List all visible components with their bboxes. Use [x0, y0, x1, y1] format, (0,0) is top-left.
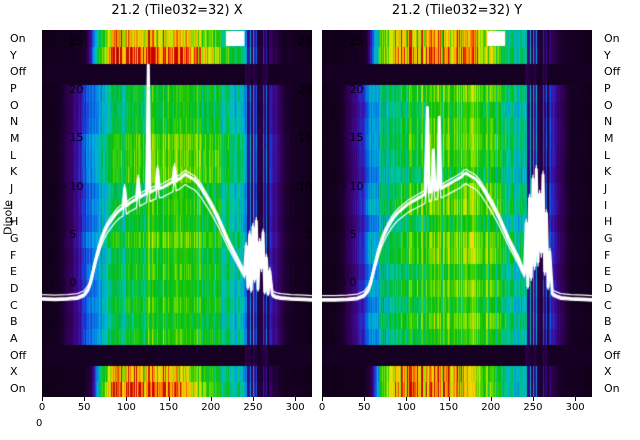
- row-label-right-f-13: F: [604, 248, 611, 262]
- heatmap-canvas-y: [322, 30, 592, 397]
- row-label-right-i-10: I: [604, 198, 608, 212]
- x-tickmark-1-1: [364, 397, 366, 401]
- between-tick-3: 10: [298, 179, 312, 193]
- row-label-right-n-5: N: [604, 115, 613, 129]
- x-tick-label-1-3: 150: [439, 402, 459, 413]
- row-label-left-h-11: H: [10, 215, 19, 229]
- x-tick-label-1-1: 50: [357, 402, 371, 413]
- x-tickmark-1-6: [575, 397, 577, 401]
- row-label-left-l-7: L: [10, 148, 17, 162]
- corner-tick-label: 0: [36, 418, 43, 429]
- x-tick-label-0-1: 50: [77, 402, 91, 413]
- x-tick-label-0-2: 100: [116, 402, 136, 413]
- x-tickmark-1-5: [532, 397, 534, 401]
- inner-tick-y-2: - 15: [342, 131, 364, 145]
- inner-tick-x-3: - 10: [62, 179, 84, 193]
- inner-tick-x-2: - 15: [62, 131, 84, 145]
- between-tick-4: 5: [305, 227, 312, 241]
- x-tick-label-0-5: 250: [243, 402, 263, 413]
- row-label-right-b-17: B: [604, 315, 612, 329]
- row-label-left-i-10: I: [10, 198, 14, 212]
- x-tickmark-0-3: [168, 397, 170, 401]
- row-label-left-o-4: O: [10, 98, 19, 112]
- heatmap-canvas-x: [42, 30, 312, 397]
- between-tick-0: 25: [298, 35, 312, 48]
- row-label-left-y-1: Y: [10, 48, 17, 62]
- x-tickmark-1-4: [490, 397, 492, 401]
- row-label-right-h-11: H: [604, 215, 613, 229]
- row-label-left-j-9: J: [10, 181, 14, 195]
- row-label-left-g-12: G: [10, 232, 19, 246]
- row-label-right-j-9: J: [604, 181, 608, 195]
- row-label-right-on-21: On: [604, 382, 620, 396]
- x-tickmark-1-2: [406, 397, 408, 401]
- row-label-right-m-6: M: [604, 131, 614, 145]
- x-tickmark-0-1: [84, 397, 86, 401]
- inner-tick-y-5: - 0: [342, 276, 357, 289]
- inner-tick-y-0: - 25: [342, 35, 364, 48]
- x-tickmark-0-4: [210, 397, 212, 401]
- x-tick-label-0-3: 150: [159, 402, 179, 413]
- x-tickmark-0-6: [295, 397, 297, 401]
- inner-tick-y-4: - 5: [342, 227, 357, 241]
- x-tick-label-1-0: 0: [318, 402, 326, 413]
- x-tickmark-1-0: [322, 397, 323, 401]
- row-label-right-x-20: X: [604, 365, 612, 379]
- x-tickmark-0-5: [252, 397, 254, 401]
- row-label-right-off-2: Off: [604, 65, 621, 79]
- row-label-left-f-13: F: [10, 248, 17, 262]
- row-label-left-on-21: On: [10, 382, 26, 396]
- row-label-right-off-19: Off: [604, 348, 621, 362]
- between-tick-1: 20: [298, 83, 312, 97]
- row-label-right-e-14: E: [604, 265, 611, 279]
- x-tick-label-1-2: 100: [396, 402, 416, 413]
- inner-tick-x-0: - 25: [62, 35, 84, 48]
- row-label-left-k-8: K: [10, 165, 18, 179]
- plot-title-x: 21.2 (Tile032=32) X: [111, 3, 243, 18]
- x-tick-label-0-0: 0: [38, 402, 46, 413]
- inner-tick-x-4: - 5: [62, 227, 77, 241]
- x-tick-label-0-4: 200: [201, 402, 221, 413]
- row-label-right-c-16: C: [604, 298, 612, 312]
- row-label-right-d-15: D: [604, 282, 613, 296]
- row-label-left-m-6: M: [10, 131, 20, 145]
- row-label-left-on-0: On: [10, 31, 26, 45]
- row-label-left-b-17: B: [10, 315, 18, 329]
- x-tickmark-0-2: [126, 397, 128, 401]
- row-label-right-o-4: O: [604, 98, 613, 112]
- row-label-left-a-18: A: [10, 332, 18, 346]
- row-label-left-c-16: C: [10, 298, 18, 312]
- row-label-left-n-5: N: [10, 115, 19, 129]
- x-tick-label-1-5: 250: [523, 402, 543, 413]
- row-label-left-off-19: Off: [10, 348, 27, 362]
- row-label-right-p-3: P: [604, 81, 611, 95]
- row-label-left-x-20: X: [10, 365, 18, 379]
- row-label-right-y-1: Y: [604, 48, 611, 62]
- inner-tick-y-3: - 10: [342, 179, 364, 193]
- inner-tick-x-1: - 20: [62, 83, 84, 97]
- row-label-right-g-12: G: [604, 232, 613, 246]
- x-tick-label-0-6: 300: [285, 402, 305, 413]
- row-label-right-a-18: A: [604, 332, 612, 346]
- row-label-left-off-2: Off: [10, 65, 27, 79]
- between-tick-2: 15: [298, 131, 312, 145]
- row-label-right-l-7: L: [604, 148, 611, 162]
- x-tick-label-1-6: 300: [565, 402, 585, 413]
- row-label-left-e-14: E: [10, 265, 17, 279]
- x-tickmark-1-3: [448, 397, 450, 401]
- x-tickmark-0-0: [42, 397, 43, 401]
- row-label-right-on-0: On: [604, 31, 620, 45]
- row-label-left-p-3: P: [10, 81, 17, 95]
- inner-tick-y-1: - 20: [342, 83, 364, 97]
- plot-title-y: 21.2 (Tile032=32) Y: [391, 3, 523, 18]
- row-label-right-k-8: K: [604, 165, 612, 179]
- inner-tick-x-5: - 0: [62, 276, 77, 289]
- x-tick-label-1-4: 200: [481, 402, 501, 413]
- row-label-left-d-15: D: [10, 282, 19, 296]
